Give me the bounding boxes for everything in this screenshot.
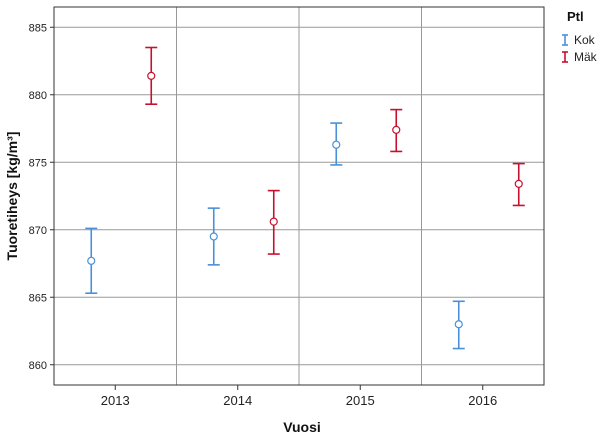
mean-point xyxy=(269,217,278,226)
legend-label: Kok xyxy=(574,33,596,47)
series-Kok xyxy=(85,122,465,350)
mean-point xyxy=(332,140,341,149)
x-tick-label: 2013 xyxy=(101,393,130,408)
x-tick-label: 2015 xyxy=(346,393,375,408)
legend-item-Mäk: Mäk xyxy=(562,50,598,64)
series-Mäk xyxy=(145,46,525,255)
y-axis-ticks: 860 865 870 875 880 885 xyxy=(29,22,54,372)
y-tick-label: 870 xyxy=(29,225,47,237)
legend-label: Mäk xyxy=(574,50,598,64)
mean-point xyxy=(514,179,523,188)
x-axis-ticks: 2013 2014 2015 2016 xyxy=(101,385,497,408)
legend-item-Kok: Kok xyxy=(562,33,596,47)
y-tick-label: 860 xyxy=(29,360,47,372)
legend: Ptl Kok Mäk xyxy=(562,9,598,64)
grid xyxy=(54,7,544,385)
y-tick-label: 885 xyxy=(29,22,47,34)
mean-point xyxy=(392,125,401,134)
y-tick-label: 875 xyxy=(29,157,47,169)
y-axis-title: Tuoretiheys [kg/m³] xyxy=(4,132,20,261)
plot-frame xyxy=(53,6,545,386)
error-bars xyxy=(85,46,525,350)
legend-title: Ptl xyxy=(567,9,584,24)
legend-items: Kok Mäk xyxy=(562,33,598,64)
x-tick-label: 2016 xyxy=(468,393,497,408)
y-tick-label: 880 xyxy=(29,90,47,102)
mean-point xyxy=(87,256,96,265)
mean-point xyxy=(454,320,463,329)
mean-point xyxy=(147,71,156,80)
x-axis-title: Vuosi xyxy=(283,419,321,435)
x-tick-label: 2014 xyxy=(223,393,252,408)
y-tick-label: 865 xyxy=(29,292,47,304)
mean-point xyxy=(209,232,218,241)
